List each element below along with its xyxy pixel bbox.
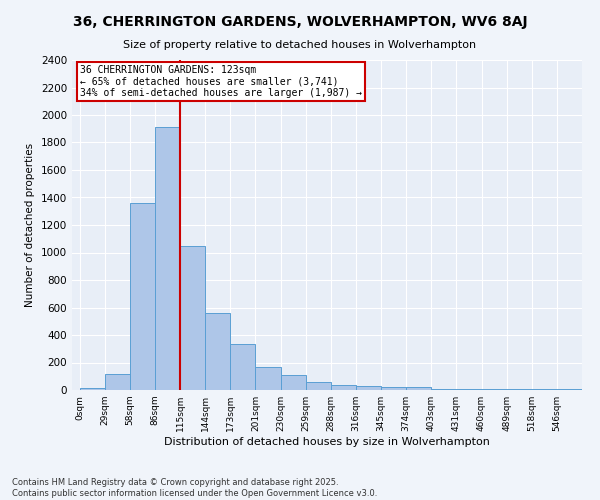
Bar (431, 388, 457, 390)
Text: 36, CHERRINGTON GARDENS, WOLVERHAMPTON, WV6 8AJ: 36, CHERRINGTON GARDENS, WOLVERHAMPTON, … (73, 15, 527, 29)
Bar (180, 246, 205, 390)
Bar (305, 382, 331, 390)
Bar (406, 387, 431, 390)
Bar (80, 388, 104, 390)
Bar (155, 128, 180, 390)
Text: 36 CHERRINGTON GARDENS: 123sqm
← 65% of detached houses are smaller (3,741)
34% : 36 CHERRINGTON GARDENS: 123sqm ← 65% of … (80, 65, 362, 98)
Bar (356, 386, 381, 390)
Bar (205, 313, 230, 390)
Bar (130, 203, 155, 390)
Bar (104, 374, 130, 390)
Bar (381, 386, 406, 390)
X-axis label: Distribution of detached houses by size in Wolverhampton: Distribution of detached houses by size … (164, 437, 490, 447)
Bar (331, 385, 356, 390)
Bar (281, 375, 305, 390)
Text: Contains HM Land Registry data © Crown copyright and database right 2025.
Contai: Contains HM Land Registry data © Crown c… (12, 478, 377, 498)
Bar (230, 344, 256, 390)
Bar (256, 366, 281, 390)
Text: Size of property relative to detached houses in Wolverhampton: Size of property relative to detached ho… (124, 40, 476, 50)
Y-axis label: Number of detached properties: Number of detached properties (25, 143, 35, 307)
